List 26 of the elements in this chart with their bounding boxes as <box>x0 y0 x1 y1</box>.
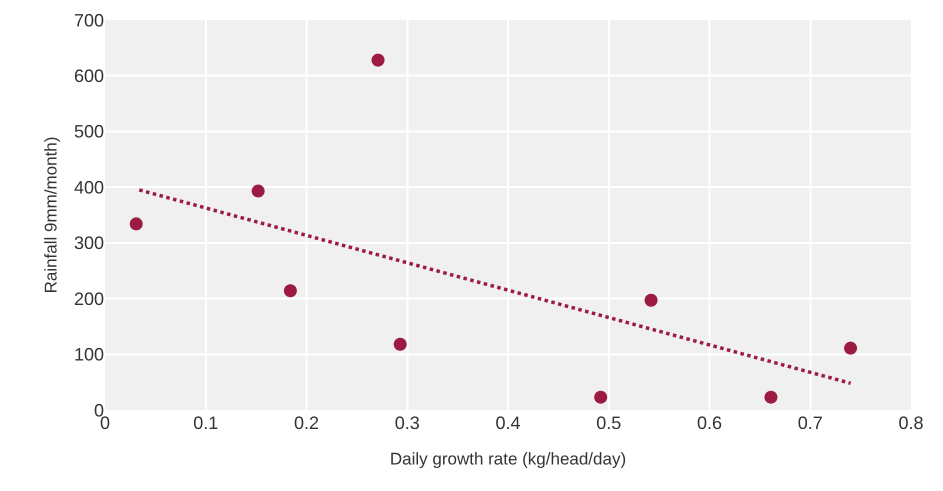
x-tick-label: 0.5 <box>596 413 622 433</box>
y-axis-title: Rainfall 9mm/month) <box>42 136 61 294</box>
point <box>372 54 385 67</box>
point <box>764 390 778 404</box>
x-tick-label: 0.6 <box>696 413 722 433</box>
point <box>594 390 608 404</box>
point <box>130 217 143 230</box>
x-tick-label: 0.1 <box>193 413 218 433</box>
y-tick-label: 500 <box>74 122 104 142</box>
point <box>844 342 858 355</box>
x-tick-label: 0.2 <box>294 413 320 433</box>
x-tick-label: 0.7 <box>798 413 823 433</box>
y-tick-label: 400 <box>74 177 104 198</box>
point <box>644 294 658 307</box>
y-tick-label: 600 <box>74 66 104 86</box>
x-tick-label: 0.4 <box>495 413 521 433</box>
y-tick-label: 100 <box>74 344 104 365</box>
x-tick-label: 0.8 <box>898 413 924 433</box>
point <box>252 184 265 198</box>
point <box>284 284 297 298</box>
x-axis-title: Daily growth rate (kg/head/day) <box>390 449 626 468</box>
y-tick-label: 200 <box>74 288 104 309</box>
x-tick-label: 0.3 <box>394 413 420 433</box>
y-tick-label: 300 <box>74 233 104 254</box>
point <box>394 338 407 351</box>
y-tick-label: 700 <box>74 10 104 30</box>
